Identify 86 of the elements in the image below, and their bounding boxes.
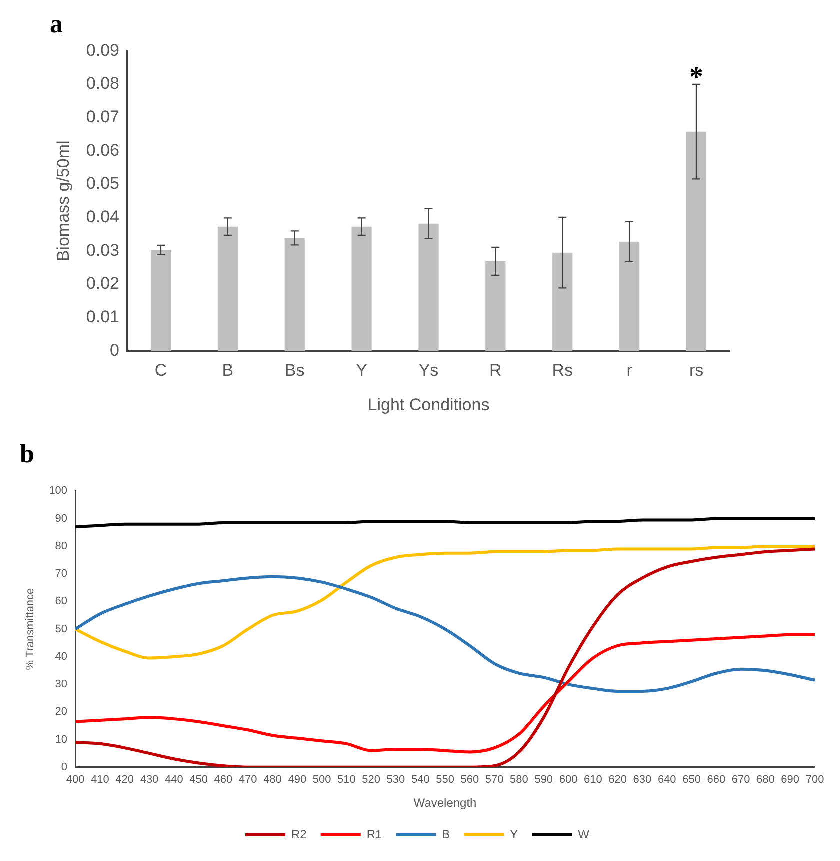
x-axis-title: Wavelength: [414, 796, 477, 810]
bar: [284, 238, 305, 352]
y-tick-label: 10: [55, 734, 68, 746]
x-tick-label: 600: [559, 774, 578, 786]
legend-label: W: [578, 827, 590, 842]
x-tick-label: 520: [362, 774, 381, 786]
x-tick-label: 450: [190, 774, 208, 786]
x-tick-label: 700: [806, 774, 824, 786]
x-tick-label: 670: [732, 774, 750, 786]
x-tick-label: 500: [312, 774, 332, 786]
legend-label: B: [442, 827, 450, 842]
x-tick-label: R: [490, 361, 502, 380]
x-tick-label: 440: [164, 774, 184, 786]
legend-label: Y: [510, 827, 518, 842]
y-axis-title: Biomass g/50ml: [54, 140, 73, 262]
x-tick-label: 510: [338, 774, 356, 786]
line-series: [74, 517, 816, 529]
y-tick-label: 0: [110, 340, 120, 360]
x-tick-label: 540: [411, 774, 430, 786]
y-tick-label: 0: [61, 761, 68, 774]
y-axis-title: % Transmittance: [24, 588, 37, 670]
y-tick-label: 0.04: [86, 208, 120, 227]
x-tick-label: 620: [608, 774, 627, 786]
x-tick-label: Y: [356, 361, 368, 380]
x-tick-label: 680: [756, 774, 775, 786]
y-tick-label: 40: [55, 650, 68, 663]
y-tick-label: 0.09: [86, 40, 120, 60]
x-axis-title: Light Conditions: [368, 395, 490, 414]
y-tick-label: 90: [55, 512, 68, 525]
bar: [352, 226, 372, 352]
y-tick-label: 0.02: [86, 274, 120, 294]
x-tick-label: 630: [633, 774, 652, 786]
x-tick-label: 530: [386, 774, 406, 786]
x-tick-label: 460: [214, 774, 233, 786]
y-tick-label: 0.08: [86, 74, 120, 94]
x-tick-label: C: [154, 361, 168, 380]
chart-title: b: [20, 439, 34, 468]
x-tick-label: 430: [140, 774, 159, 786]
y-tick-label: 100: [49, 485, 68, 498]
y-tick-label: 0.05: [86, 174, 120, 194]
x-tick-label: 410: [91, 774, 110, 786]
y-tick-label: 70: [55, 568, 68, 580]
x-tick-label: 420: [116, 774, 134, 786]
annotation: *: [690, 62, 704, 93]
x-tick-label: 570: [485, 774, 504, 786]
x-tick-label: 470: [238, 774, 258, 786]
x-tick-label: Bs: [284, 361, 305, 380]
line-series: [74, 575, 816, 693]
x-tick-label: B: [222, 361, 234, 380]
bar: [552, 252, 573, 352]
x-tick-label: rs: [689, 361, 704, 380]
x-tick-label: Ys: [418, 361, 439, 380]
x-tick-label: 490: [288, 774, 307, 786]
y-tick-label: 0.06: [86, 140, 120, 160]
x-tick-label: 580: [510, 774, 528, 786]
bar: [218, 226, 238, 352]
x-tick-label: 550: [436, 774, 454, 786]
bar: [686, 132, 707, 352]
legend-label: R1: [366, 827, 382, 842]
x-tick-label: 650: [682, 774, 701, 786]
x-tick-label: Rs: [552, 361, 574, 380]
y-tick-label: 0.03: [86, 240, 120, 260]
y-tick-label: 50: [55, 623, 68, 636]
x-tick-label: 640: [658, 774, 676, 786]
x-tick-label: 660: [707, 774, 726, 786]
line-series: [74, 544, 816, 660]
legend-label: R2: [291, 827, 308, 842]
x-tick-label: 480: [264, 774, 282, 786]
bar: [418, 224, 439, 352]
y-tick-label: 30: [55, 678, 68, 691]
bar: [620, 242, 640, 352]
x-tick-label: r: [626, 361, 633, 380]
x-tick-label: 690: [781, 774, 800, 786]
y-tick-label: 60: [55, 596, 68, 608]
y-tick-label: 0.07: [86, 108, 120, 127]
x-tick-label: 590: [534, 774, 554, 786]
bar: [486, 262, 506, 352]
y-tick-label: 80: [55, 540, 68, 552]
chart-title: a: [50, 9, 63, 38]
y-tick-label: 0.01: [86, 308, 120, 327]
line-series: [74, 633, 816, 754]
x-tick-label: 610: [584, 774, 602, 786]
x-tick-label: 560: [460, 774, 480, 786]
y-tick-label: 20: [55, 706, 68, 718]
x-tick-label: 400: [66, 774, 85, 786]
bar: [150, 250, 171, 352]
